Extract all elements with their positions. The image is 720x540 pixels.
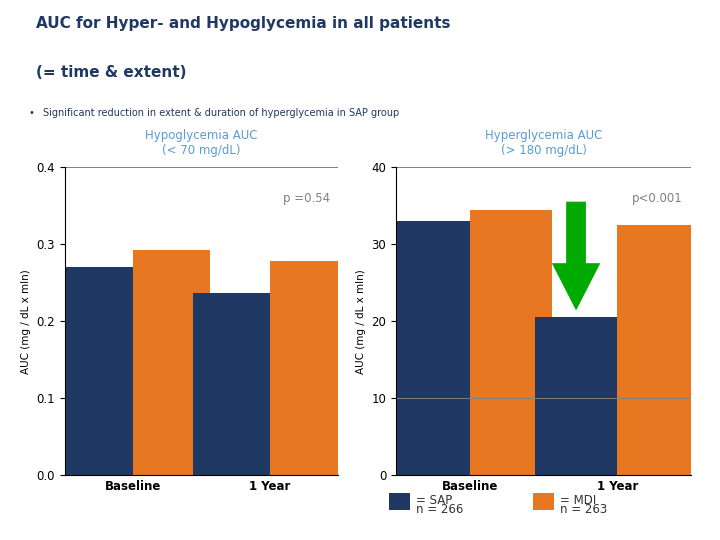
Bar [270, 261, 346, 475]
Bar [470, 210, 552, 475]
Bar [57, 267, 133, 475]
Text: = MDI: = MDI [560, 494, 596, 507]
Text: = SAP: = SAP [416, 494, 452, 507]
Text: p<0.001: p<0.001 [631, 192, 683, 205]
Text: AUC for Hyper- and Hypoglycemia in all patients: AUC for Hyper- and Hypoglycemia in all p… [36, 16, 451, 31]
Title: Hypoglycemia AUC
(< 70 mg/dL): Hypoglycemia AUC (< 70 mg/dL) [145, 129, 258, 157]
Bar [133, 249, 210, 475]
Bar [194, 293, 270, 475]
Bar [387, 221, 470, 475]
Y-axis label: AUC (mg / dL x mIn): AUC (mg / dL x mIn) [356, 269, 366, 374]
Title: Hyperglycemia AUC
(> 180 mg/dL): Hyperglycemia AUC (> 180 mg/dL) [485, 129, 603, 157]
Text: Significant reduction in extent & duration of hyperglycemia in SAP group: Significant reduction in extent & durati… [43, 108, 400, 118]
Text: n = 266: n = 266 [416, 503, 464, 516]
Text: •: • [29, 108, 35, 118]
Y-axis label: AUC (mg / dL x mIn): AUC (mg / dL x mIn) [21, 269, 31, 374]
Polygon shape [552, 202, 600, 310]
Bar [618, 225, 700, 475]
Bar [535, 318, 618, 475]
Text: n = 263: n = 263 [560, 503, 608, 516]
Text: (= time & extent): (= time & extent) [36, 65, 186, 80]
Text: p =0.54: p =0.54 [283, 192, 330, 205]
